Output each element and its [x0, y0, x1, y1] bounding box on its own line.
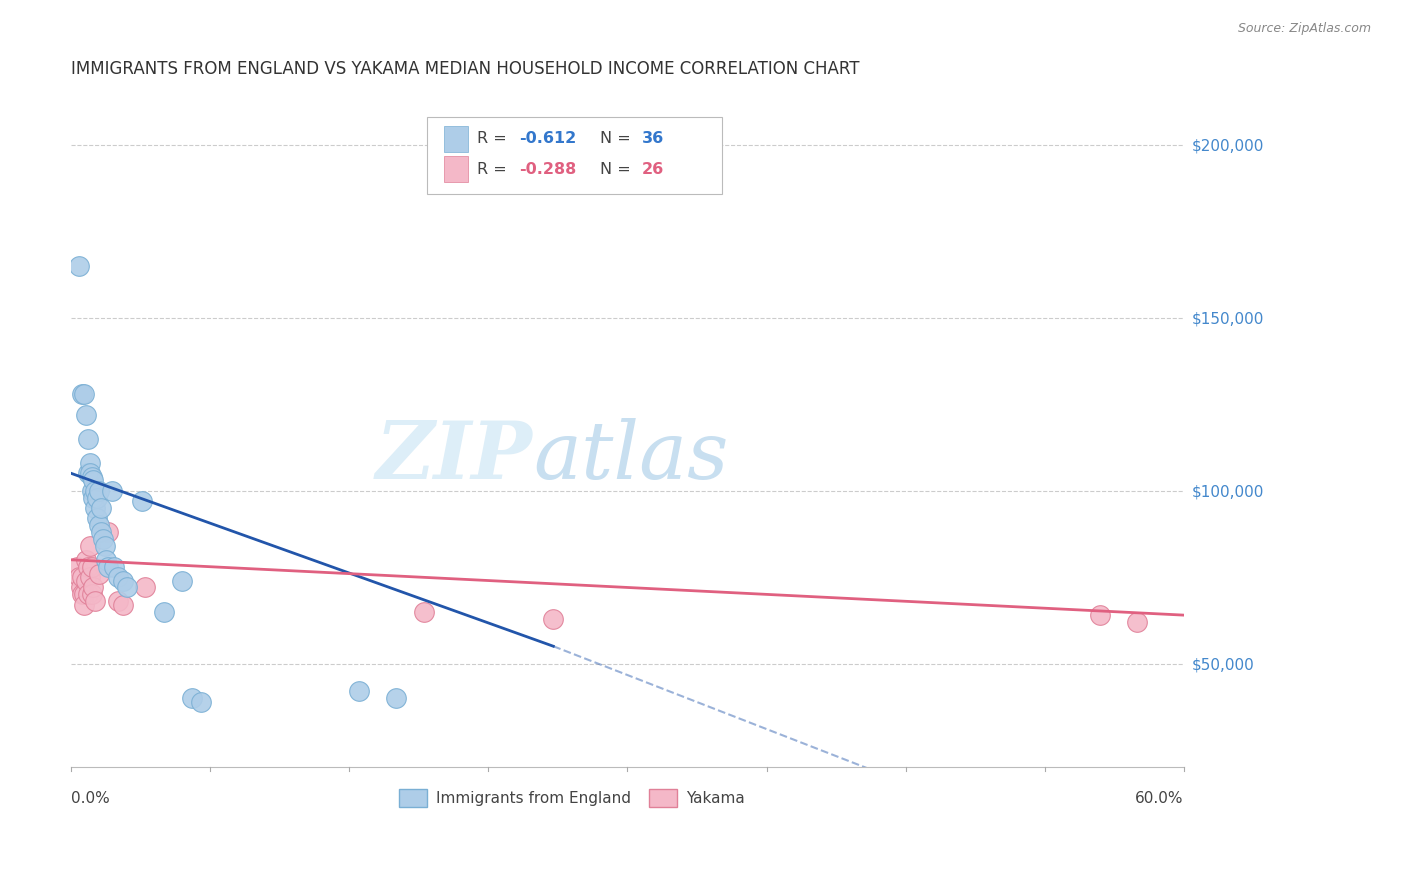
Point: [90, 500, 112, 515]
Text: -0.612: -0.612: [520, 131, 576, 146]
Point: [75, 553, 97, 567]
Point: [107, 570, 129, 584]
Point: [112, 574, 135, 588]
Point: [86, 511, 108, 525]
Point: [87, 518, 110, 533]
Point: [75, 574, 97, 588]
Point: [73, 387, 96, 401]
Point: [67, 570, 90, 584]
Text: ZIP: ZIP: [375, 418, 533, 496]
Point: [79, 456, 101, 470]
Point: [412, 605, 434, 619]
Point: [153, 605, 176, 619]
Text: 26: 26: [643, 161, 664, 177]
Point: [1090, 608, 1112, 623]
Point: [101, 483, 124, 498]
Text: Source: ZipAtlas.com: Source: ZipAtlas.com: [1237, 22, 1371, 36]
Point: [75, 408, 97, 422]
Point: [384, 691, 406, 706]
Point: [69, 581, 91, 595]
Point: [67, 259, 90, 273]
Point: [90, 525, 112, 540]
Legend: Immigrants from England, Yakama: Immigrants from England, Yakama: [394, 782, 751, 814]
Text: atlas: atlas: [533, 418, 728, 496]
Point: [80, 470, 103, 484]
Text: 0.0%: 0.0%: [72, 791, 110, 806]
Text: 36: 36: [643, 131, 664, 146]
Point: [112, 598, 135, 612]
Point: [131, 494, 153, 508]
Point: [107, 594, 129, 608]
Point: [84, 483, 107, 498]
Point: [91, 532, 114, 546]
Point: [80, 559, 103, 574]
Point: [73, 587, 96, 601]
Point: [82, 473, 104, 487]
Point: [190, 695, 212, 709]
Point: [84, 500, 107, 515]
Point: [180, 691, 202, 706]
Point: [82, 491, 104, 505]
Point: [84, 594, 107, 608]
Point: [86, 491, 108, 505]
Point: [80, 587, 103, 601]
Point: [115, 581, 138, 595]
Point: [72, 570, 94, 584]
Point: [97, 559, 120, 574]
Point: [543, 611, 565, 625]
Point: [1126, 615, 1149, 629]
Point: [77, 467, 100, 481]
Point: [77, 432, 100, 446]
Point: [79, 570, 101, 584]
Point: [80, 483, 103, 498]
Point: [347, 684, 370, 698]
Text: R =: R =: [477, 131, 512, 146]
Text: R =: R =: [477, 161, 512, 177]
FancyBboxPatch shape: [427, 117, 723, 194]
Point: [72, 387, 94, 401]
Point: [93, 539, 115, 553]
Point: [73, 598, 96, 612]
Point: [103, 559, 125, 574]
Text: N =: N =: [600, 131, 636, 146]
FancyBboxPatch shape: [444, 156, 468, 182]
Point: [79, 539, 101, 553]
Text: N =: N =: [600, 161, 636, 177]
Point: [87, 566, 110, 581]
Point: [134, 581, 156, 595]
Point: [87, 483, 110, 498]
Point: [82, 581, 104, 595]
Point: [77, 559, 100, 574]
Point: [77, 587, 100, 601]
FancyBboxPatch shape: [444, 126, 468, 152]
Text: 60.0%: 60.0%: [1135, 791, 1184, 806]
Point: [66, 559, 89, 574]
Point: [172, 574, 194, 588]
Point: [96, 553, 118, 567]
Point: [97, 525, 120, 540]
Text: -0.288: -0.288: [520, 161, 576, 177]
Point: [72, 587, 94, 601]
Text: IMMIGRANTS FROM ENGLAND VS YAKAMA MEDIAN HOUSEHOLD INCOME CORRELATION CHART: IMMIGRANTS FROM ENGLAND VS YAKAMA MEDIAN…: [72, 60, 859, 78]
Point: [79, 467, 101, 481]
